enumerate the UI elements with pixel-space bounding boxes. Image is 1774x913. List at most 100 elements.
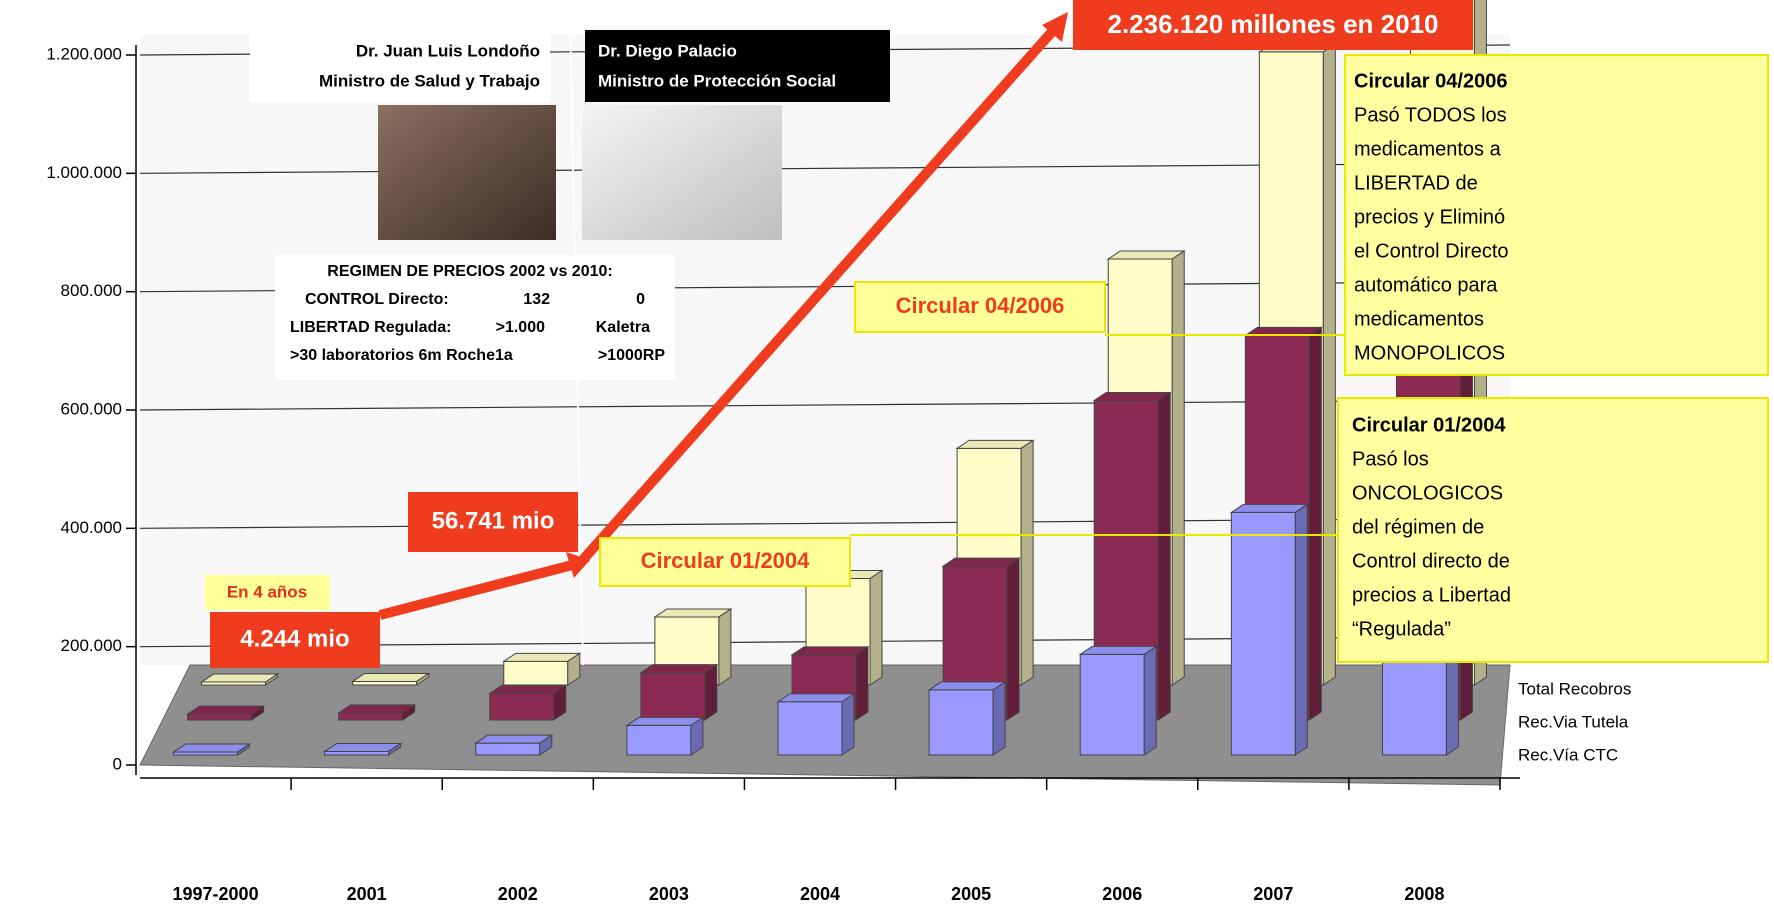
bar-top: [199, 673, 280, 683]
note-text: medicamentos a: [1354, 138, 1502, 160]
note-text: el Control Directo: [1354, 240, 1509, 262]
note-text: LIBERTAD de: [1354, 172, 1478, 194]
note-text: automático para: [1354, 274, 1498, 296]
note-box: [1337, 397, 1769, 663]
x-tick-label: 1997-2000: [173, 884, 259, 904]
bar-top: [488, 684, 568, 694]
note-text: Pasó los: [1352, 448, 1429, 470]
bar-side: [1157, 391, 1171, 721]
bar-top: [927, 681, 1007, 691]
legend-label: Rec.Via Tutela: [1518, 712, 1629, 731]
regime-cell: Kaletra: [596, 319, 650, 336]
bar-side: [539, 734, 553, 756]
regime-cell: LIBERTAD Regulada:: [290, 319, 451, 336]
value-callout: 56.741 mio: [432, 507, 555, 534]
y-tick-label: 600.000: [61, 399, 122, 418]
arrow-head: [1042, 12, 1068, 42]
bar: [626, 724, 692, 756]
bar-side: [992, 680, 1006, 756]
value-box: [210, 612, 380, 668]
bar: [187, 713, 253, 721]
x-tick-label: 2008: [1404, 884, 1444, 904]
bar-side: [1020, 439, 1034, 686]
y-tick-label: 200.000: [61, 636, 122, 655]
x-tick-label: 2004: [800, 884, 840, 904]
regime-cell: CONTROL Directo:: [305, 291, 449, 308]
minister-box: [250, 30, 550, 102]
bar-side: [1143, 645, 1157, 756]
note-text: ONCOLOGICOS: [1352, 482, 1503, 504]
bar-side: [869, 569, 883, 686]
bar-side: [402, 703, 416, 721]
bar-top: [351, 672, 431, 682]
note-text: Circular 04/2006: [1354, 70, 1507, 92]
bar-side: [841, 692, 855, 756]
bar-side: [237, 743, 251, 756]
note-box: [1344, 54, 1769, 376]
bar-top: [955, 439, 1035, 449]
bar-top: [502, 652, 582, 662]
bar-top: [625, 716, 705, 726]
regime-cell: 0: [636, 291, 645, 308]
note-text: Circular 01/2004: [1352, 414, 1506, 436]
bar: [928, 689, 994, 756]
bar: [503, 660, 569, 686]
bar-top: [790, 646, 870, 656]
bar-side: [855, 645, 869, 721]
regime-title: REGIMEN DE PRECIOS 2002 vs 2010:: [327, 263, 612, 280]
bar-side: [416, 672, 430, 686]
bar-side: [718, 608, 732, 686]
bar-top: [171, 743, 252, 753]
bar: [475, 742, 541, 756]
note-text: MONOPOLICOS: [1354, 342, 1505, 364]
regime-cell: >30 laboratorios 6m Roche1a: [290, 347, 513, 364]
value-callout: 4.244 mio: [240, 625, 349, 652]
bar: [489, 692, 555, 721]
period-text: En 4 años: [227, 582, 307, 601]
note-text: precios a Libertad: [1352, 584, 1511, 606]
bar-top: [1092, 392, 1172, 401]
bar-side: [1006, 557, 1020, 721]
bar-top: [1106, 250, 1186, 260]
bar-top: [1229, 503, 1309, 513]
x-tick-label: 2005: [951, 884, 991, 904]
bar-side: [1308, 326, 1322, 721]
minister-text: Ministro de Salud y Trabajo: [319, 71, 540, 90]
photo: [582, 105, 782, 240]
headline-box: [1073, 0, 1473, 50]
bar: [640, 672, 706, 721]
circular-tag-text: Circular 04/2006: [896, 293, 1065, 318]
bar-top: [941, 557, 1021, 567]
value-box: [408, 492, 578, 552]
x-tick-label: 2003: [649, 884, 689, 904]
bar: [338, 712, 404, 721]
regime-cell: >1000RP: [598, 347, 665, 364]
bar-side: [690, 716, 704, 756]
bar-side: [704, 663, 718, 721]
bar-side: [1322, 42, 1336, 686]
period-box: [205, 575, 330, 610]
x-tick-label: 2001: [347, 884, 387, 904]
y-tick-label: 800.000: [61, 281, 122, 300]
arrow-head: [566, 552, 590, 578]
bar-top: [639, 664, 719, 674]
bar-side: [388, 742, 402, 756]
bar-side: [265, 673, 279, 686]
x-tick-label: 2007: [1253, 884, 1293, 904]
bar-top: [776, 693, 856, 703]
bar-top: [474, 734, 554, 744]
note-text: Control directo de: [1352, 550, 1510, 572]
note-text: precios y Eliminó: [1354, 206, 1505, 228]
note-text: del régimen de: [1352, 516, 1484, 538]
y-tick-label: 1.200.000: [46, 44, 122, 63]
regime-box: [275, 255, 675, 380]
bar-top: [1078, 645, 1158, 655]
bar: [777, 701, 843, 756]
x-tick-label: 2002: [498, 884, 538, 904]
circular-tag-text: Circular 01/2004: [641, 548, 811, 573]
minister-text: Dr. Juan Luis Londoño: [356, 41, 540, 60]
legend-label: Rec.Vía CTC: [1518, 745, 1618, 764]
bar-side: [553, 684, 567, 721]
bar-side: [1171, 250, 1185, 686]
